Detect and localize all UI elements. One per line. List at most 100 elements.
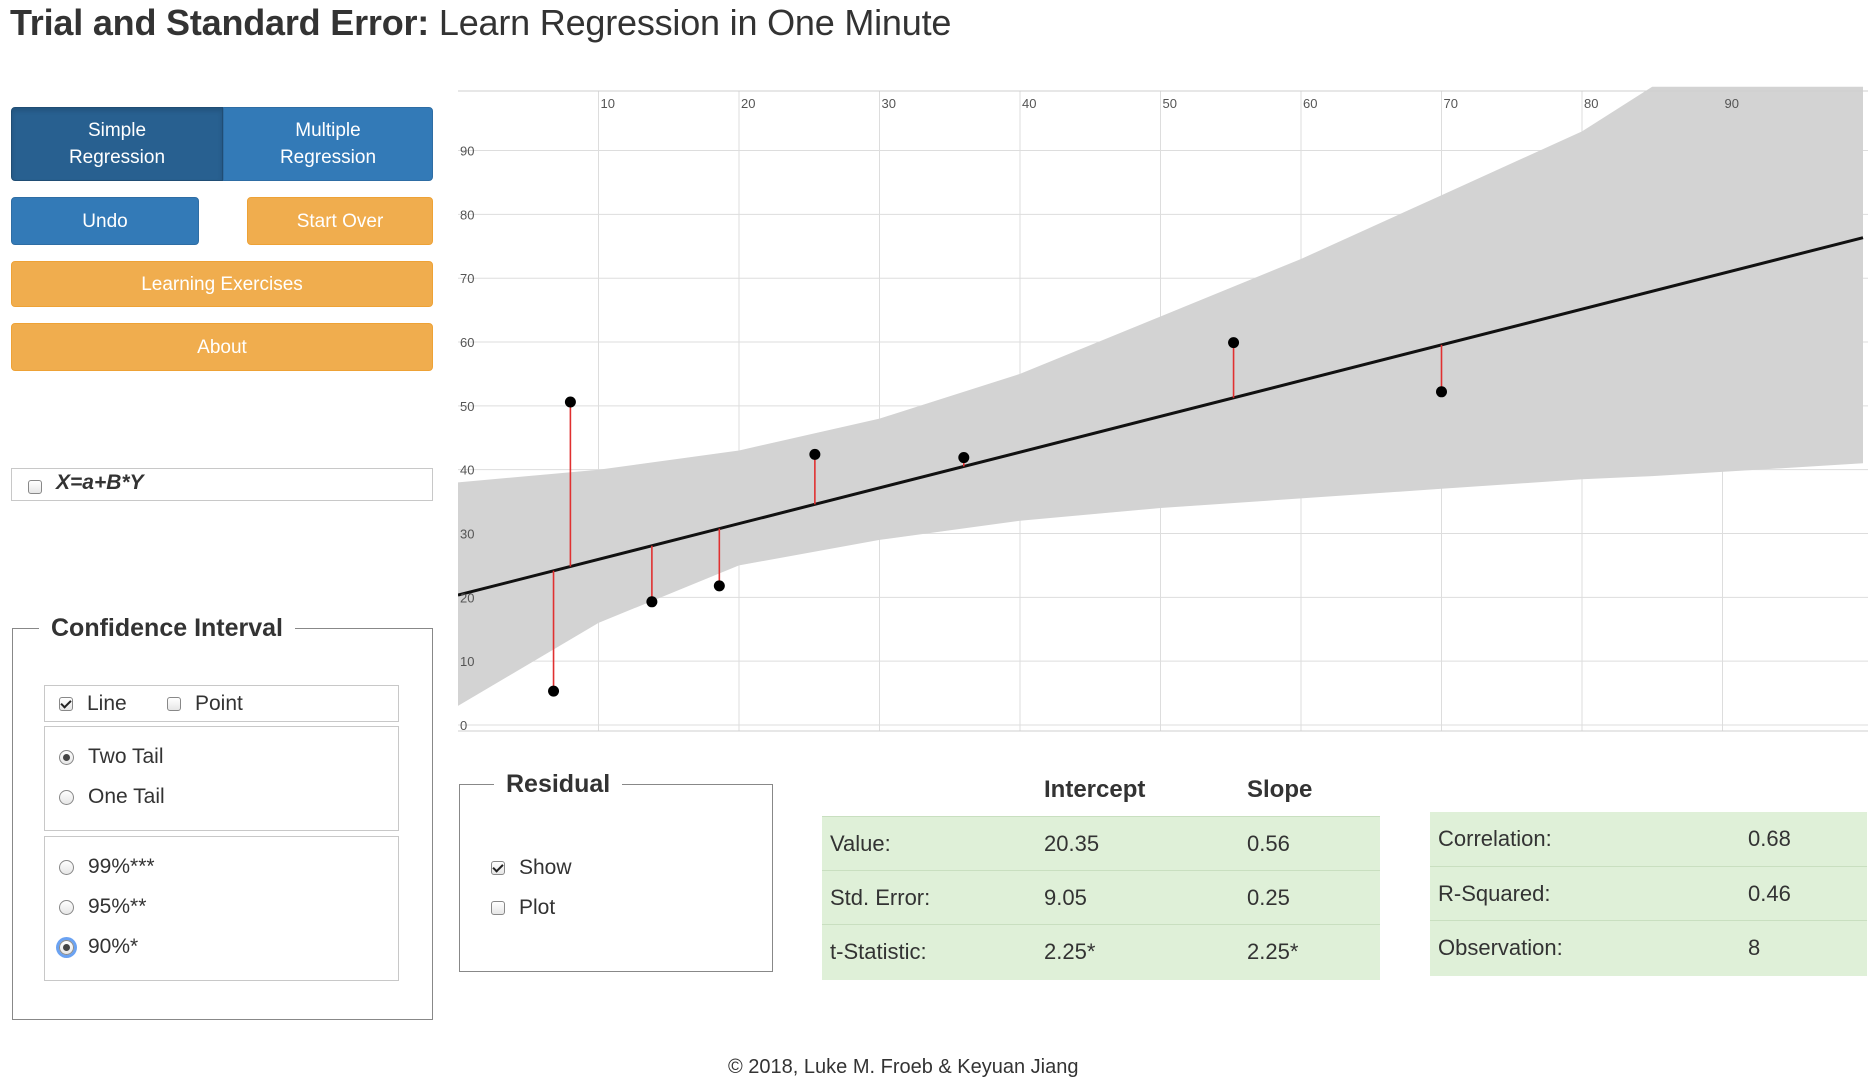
multiple-regression-line2: Regression xyxy=(279,147,377,168)
intercept-value: 20.35 xyxy=(1044,831,1100,856)
x-tick-label: 30 xyxy=(882,96,896,111)
residual-plot-checkbox[interactable] xyxy=(491,901,505,916)
two-tail-radio[interactable] xyxy=(59,749,74,765)
level-95-label: 95%** xyxy=(88,895,147,919)
x-tick-label: 60 xyxy=(1303,96,1317,111)
intercept-value: 9.05 xyxy=(1044,885,1087,910)
x-tick-label: 50 xyxy=(1163,96,1177,111)
ci-point-label: Point xyxy=(195,692,243,716)
level-99-radio[interactable] xyxy=(59,859,74,875)
y-tick-label: 60 xyxy=(460,335,474,350)
slope-value: 2.25* xyxy=(1247,939,1299,964)
two-tail-option[interactable]: Two Tail xyxy=(59,745,163,769)
ci-point-option[interactable]: Point xyxy=(167,692,243,716)
slope-value: 0.56 xyxy=(1247,831,1290,856)
level-90-label: 90%* xyxy=(88,935,139,959)
data-point xyxy=(713,580,725,592)
table-row: R-Squared: 0.46 xyxy=(1430,866,1867,920)
table-row: Std. Error: 9.05 0.25 xyxy=(822,870,1380,924)
row-label: t-Statistic: xyxy=(830,939,927,964)
slope-header: Slope xyxy=(1247,776,1313,803)
regression-chart[interactable]: 10 20 30 40 50 60 70 80 90 0 10 20 30 40 50 60 70 80 90 xyxy=(458,85,1868,735)
footer-copyright: © 2018, Luke M. Froeb & Keyuan Jiang xyxy=(728,1056,1079,1078)
row-label: Value: xyxy=(830,831,891,856)
data-point xyxy=(809,448,821,460)
table-row: Value: 20.35 0.56 xyxy=(822,816,1380,870)
y-tick-label: 40 xyxy=(460,463,474,478)
y-tick-label: 90 xyxy=(460,144,474,159)
intercept-header: Intercept xyxy=(1044,776,1146,803)
level-95-option[interactable]: 95%** xyxy=(59,895,146,919)
ci-line-option[interactable]: Line xyxy=(59,692,127,716)
row-label: Std. Error: xyxy=(830,885,931,910)
multiple-regression-button[interactable]: Multiple Regression xyxy=(223,107,433,181)
confidence-interval-legend: Confidence Interval xyxy=(51,614,283,642)
data-point xyxy=(564,396,576,408)
level-99-option[interactable]: 99%*** xyxy=(59,855,155,879)
x-tick-label: 10 xyxy=(601,96,615,111)
x-tick-label: 20 xyxy=(741,96,755,111)
level-95-radio[interactable] xyxy=(59,899,74,915)
residual-plot-option[interactable]: Plot xyxy=(491,896,555,920)
start-over-button[interactable]: Start Over xyxy=(247,197,433,245)
x-tick-label: 70 xyxy=(1444,96,1458,111)
one-tail-label: One Tail xyxy=(88,785,165,809)
ci-line-label: Line xyxy=(87,692,127,716)
stat-label: Correlation: xyxy=(1438,826,1552,851)
undo-button[interactable]: Undo xyxy=(11,197,199,245)
axis-tick-labels: 10 20 30 40 50 60 70 80 90 0 10 20 30 40 50 60 70 80 90 xyxy=(460,96,1739,733)
regression-line xyxy=(458,236,1864,597)
multiple-regression-line1: Multiple xyxy=(295,120,361,141)
residual-legend: Residual xyxy=(506,770,611,798)
simple-regression-line1: Simple xyxy=(87,120,147,141)
residual-plot-label: Plot xyxy=(519,896,556,920)
confidence-interval-panel: Confidence Interval xyxy=(12,614,433,1020)
level-90-radio[interactable] xyxy=(59,939,74,955)
y-tick-label: 80 xyxy=(460,207,474,222)
simple-regression-line2: Regression xyxy=(68,147,166,168)
fit-statistics-table: Correlation: 0.68 R-Squared: 0.46 Observ… xyxy=(1430,812,1867,976)
table-row: Correlation: 0.68 xyxy=(1430,812,1867,866)
data-point xyxy=(958,452,970,464)
data-points xyxy=(548,337,1447,697)
x-tick-label: 90 xyxy=(1725,96,1739,111)
data-point xyxy=(1228,337,1240,349)
table-row: t-Statistic: 2.25* 2.25* xyxy=(822,924,1380,980)
ci-point-checkbox[interactable] xyxy=(167,697,181,712)
swap-axes-row: X=a+B*Y xyxy=(11,468,433,501)
two-tail-label: Two Tail xyxy=(88,745,164,769)
residual-panel: Residual xyxy=(459,770,773,972)
y-tick-label: 0 xyxy=(460,718,467,733)
stat-value: 0.68 xyxy=(1748,826,1791,851)
data-point xyxy=(646,596,658,608)
learning-exercises-button[interactable]: Learning Exercises xyxy=(11,261,433,307)
simple-regression-button[interactable]: Simple Regression xyxy=(11,107,223,181)
slope-value: 0.25 xyxy=(1247,885,1290,910)
y-tick-label: 70 xyxy=(460,271,474,286)
y-tick-label: 30 xyxy=(460,527,474,542)
residual-show-checkbox[interactable] xyxy=(491,861,505,876)
data-point xyxy=(548,685,560,697)
stat-value: 8 xyxy=(1748,935,1761,960)
swap-axes-label: X=a+B*Y xyxy=(56,471,144,494)
about-button[interactable]: About xyxy=(11,323,433,371)
swap-axes-checkbox[interactable] xyxy=(28,479,42,494)
ci-tail-group: Two Tail One Tail xyxy=(44,726,399,831)
level-90-option[interactable]: 90%* xyxy=(59,935,138,959)
level-99-label: 99%*** xyxy=(88,855,155,879)
stat-value: 0.46 xyxy=(1748,881,1791,906)
residual-show-option[interactable]: Show xyxy=(491,856,572,880)
residual-show-label: Show xyxy=(519,856,572,880)
confidence-band xyxy=(458,86,1863,706)
ci-line-checkbox[interactable] xyxy=(59,697,73,712)
intercept-value: 2.25* xyxy=(1044,939,1096,964)
one-tail-option[interactable]: One Tail xyxy=(59,785,165,809)
page-title-rest: Learn Regression in One Minute xyxy=(429,2,952,43)
y-tick-label: 10 xyxy=(460,654,474,669)
y-tick-label: 50 xyxy=(460,399,474,414)
table-row: Observation: 8 xyxy=(1430,920,1867,976)
ci-level-group: 99%*** 95%** 90%* xyxy=(44,836,399,981)
one-tail-radio[interactable] xyxy=(59,789,74,805)
y-tick-label: 20 xyxy=(460,590,474,605)
ci-type-group: Line Point xyxy=(44,685,399,722)
